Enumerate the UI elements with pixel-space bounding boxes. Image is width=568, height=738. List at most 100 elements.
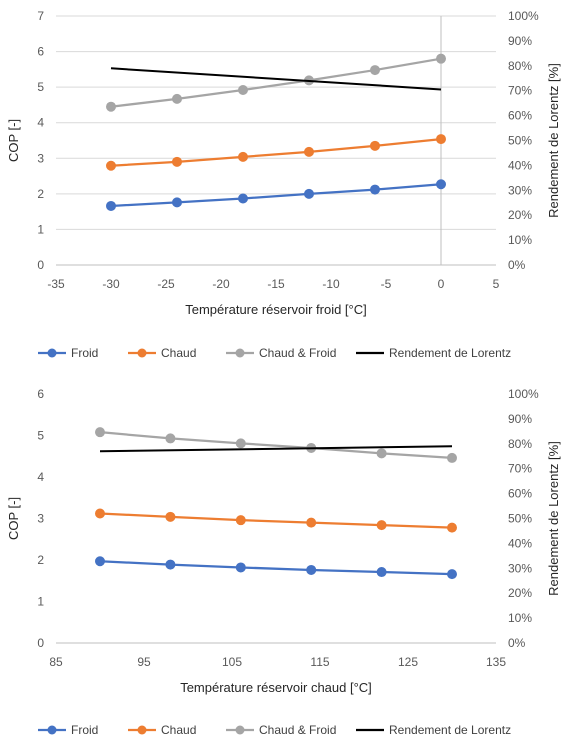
- data-point-chaud: [95, 508, 105, 519]
- data-point-froid: [165, 559, 176, 570]
- data-point-froid: [95, 556, 105, 567]
- y2-tick-label: 60%: [508, 487, 532, 501]
- y2-tick-label: 70%: [508, 462, 532, 476]
- data-point-chaud-froid: [106, 101, 116, 112]
- x-axis-title: Température réservoir froid [°C]: [185, 302, 366, 317]
- data-point-chaud: [447, 522, 457, 533]
- legend-label-chaud: Chaud: [161, 723, 196, 737]
- legend-marker-chaud-froid: [235, 725, 245, 735]
- y-tick-label: 7: [37, 9, 44, 23]
- x-tick-label: -20: [212, 277, 230, 291]
- x-tick-label: 95: [137, 655, 151, 669]
- x-tick-label: -25: [157, 277, 175, 291]
- y2-tick-label: 100%: [508, 387, 539, 401]
- y-tick-label: 6: [37, 387, 44, 401]
- chart-froid: 0 1 2 3 4 5 6 7 0% 10% 20% 30% 40% 50% 60% 70% 80% 90% 100…: [6, 9, 561, 360]
- data-point-chaud-froid: [436, 53, 446, 64]
- x-tick-label: -10: [322, 277, 340, 291]
- data-point-froid: [376, 567, 387, 578]
- y2-axis-title: Rendement de Lorentz [%]: [546, 441, 561, 596]
- series-line-froid: [99, 560, 453, 576]
- x-tick-label: 85: [49, 655, 63, 669]
- y2-tick-label: 20%: [508, 586, 532, 600]
- y2-tick-label: 40%: [508, 536, 532, 550]
- series-line-chaud: [110, 137, 442, 167]
- y-tick-label: 1: [37, 595, 44, 609]
- chart-chaud-svg: 01234560%10%20%30%40%50%60%70%80%90%100%…: [6, 387, 561, 737]
- series-line-froid: [110, 183, 442, 208]
- x-tick-label: 135: [486, 655, 506, 669]
- y2-tick-label: 100%: [508, 9, 539, 23]
- legend-marker-froid: [47, 725, 57, 735]
- data-point-chaud-froid: [172, 93, 182, 104]
- legend-marker-froid: [47, 348, 57, 358]
- series-line-rendement-de-lorentz: [99, 445, 453, 453]
- y-tick-label: 3: [37, 151, 44, 165]
- chart-chaud: 0 1 2 3 4 5 6 0% 10% 20% 30% 40% 50% 60% 70% 80% 90% 100%…: [0, 378, 568, 738]
- legend-label-rendement-de-lorentz: Rendement de Lorentz: [389, 723, 511, 737]
- y2-tick-label: 0%: [508, 636, 526, 650]
- data-point-chaud: [304, 146, 314, 157]
- y-tick-label: 1: [37, 222, 44, 236]
- y2-tick-label: 40%: [508, 158, 532, 172]
- data-point-chaud: [376, 520, 387, 531]
- data-point-chaud-froid: [447, 452, 457, 463]
- data-point-chaud: [370, 140, 380, 151]
- y-tick-label: 2: [37, 187, 44, 201]
- y-tick-label: 4: [37, 470, 44, 484]
- data-point-froid: [304, 188, 314, 199]
- y2-tick-label: 60%: [508, 109, 532, 123]
- data-point-froid: [235, 562, 246, 573]
- y2-tick-label: 80%: [508, 437, 532, 451]
- data-point-chaud-froid: [235, 438, 246, 449]
- y2-tick-label: 90%: [508, 34, 532, 48]
- x-tick-label: -35: [47, 277, 65, 291]
- legend-marker-chaud-froid: [235, 348, 245, 358]
- data-point-chaud: [172, 156, 182, 167]
- legend-label-froid: Froid: [71, 346, 98, 360]
- data-point-chaud-froid: [370, 65, 380, 76]
- y-tick-label: 3: [37, 512, 44, 526]
- legend-marker-chaud: [137, 725, 147, 735]
- series-line-chaud: [99, 512, 453, 529]
- legend-label-rendement-de-lorentz: Rendement de Lorentz: [389, 346, 511, 360]
- y2-tick-label: 10%: [508, 611, 532, 625]
- series-line-rendement-de-lorentz: [110, 67, 442, 91]
- x-tick-label: 0: [438, 277, 445, 291]
- data-point-froid: [172, 197, 182, 208]
- data-point-froid: [447, 569, 457, 580]
- y-tick-label: 0: [37, 258, 44, 272]
- x-tick-label: -5: [381, 277, 392, 291]
- x-axis-title: Température réservoir chaud [°C]: [180, 680, 372, 695]
- legend-label-froid: Froid: [71, 723, 98, 737]
- legend-label-chaud: Chaud: [161, 346, 196, 360]
- data-point-froid: [306, 564, 317, 575]
- y-tick-label: 0: [37, 636, 44, 650]
- x-tick-label: 105: [222, 655, 242, 669]
- data-point-chaud: [306, 517, 317, 528]
- y2-tick-label: 50%: [508, 134, 532, 148]
- y2-tick-label: 30%: [508, 183, 532, 197]
- data-point-chaud: [436, 134, 446, 145]
- y2-tick-label: 0%: [508, 258, 526, 272]
- data-point-froid: [370, 184, 380, 195]
- data-point-chaud-froid: [376, 448, 387, 459]
- x-tick-label: 5: [493, 277, 500, 291]
- data-point-chaud-froid: [95, 427, 105, 438]
- data-point-froid: [106, 200, 116, 211]
- y2-tick-label: 10%: [508, 233, 532, 247]
- legend-marker-chaud: [137, 348, 147, 358]
- x-tick-label: 125: [398, 655, 418, 669]
- legend-label-chaud-froid: Chaud & Froid: [259, 346, 336, 360]
- data-point-chaud-froid: [238, 84, 248, 95]
- x-tick-label: 115: [310, 655, 329, 669]
- data-point-chaud: [106, 160, 116, 171]
- data-point-froid: [436, 179, 446, 190]
- x-tick-label: -15: [267, 277, 285, 291]
- data-point-chaud-froid: [165, 433, 176, 444]
- y-tick-label: 4: [37, 116, 44, 130]
- data-point-froid: [238, 193, 248, 204]
- y-axis-title: COP [-]: [6, 119, 21, 162]
- data-point-chaud: [235, 515, 246, 526]
- y2-tick-label: 90%: [508, 412, 532, 426]
